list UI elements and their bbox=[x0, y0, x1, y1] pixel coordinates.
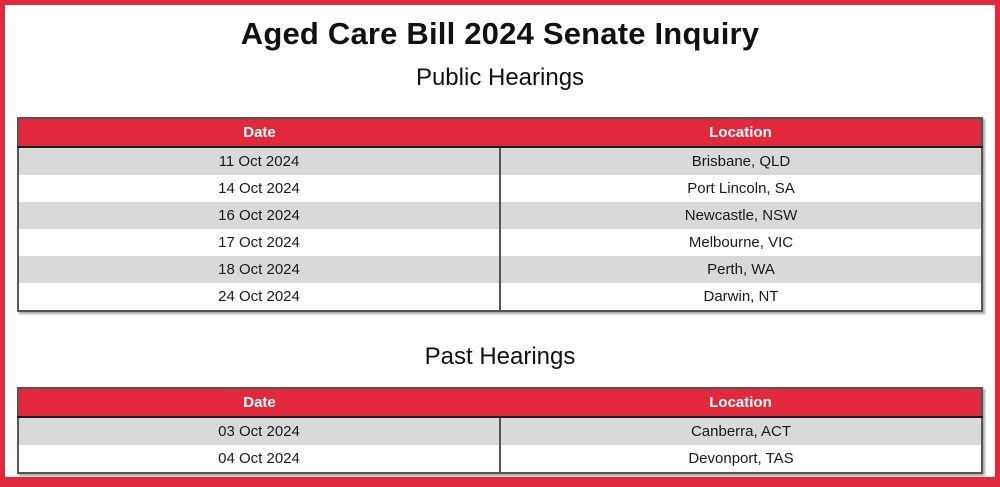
past-hearings-table: Date Location 03 Oct 2024 Canberra, ACT 04… bbox=[17, 387, 983, 474]
table-body: 11 Oct 2024 Brisbane, QLD 14 Oct 2024 Port … bbox=[18, 147, 982, 311]
table-row: 16 Oct 2024 Newcastle, NSW bbox=[18, 202, 982, 229]
table-cell: Darwin, NT bbox=[703, 288, 779, 305]
table-header: Date Location bbox=[18, 388, 982, 418]
table-cell: 18 Oct 2024 bbox=[18, 256, 501, 283]
table-cell: Brisbane, QLD bbox=[691, 153, 791, 170]
page-title: Aged Care Bill 2024 Senate Inquiry bbox=[240, 16, 760, 51]
table-row: 14 Oct 2024 Port Lincoln, SA bbox=[18, 175, 982, 202]
table-row: 18 Oct 2024 Perth, WA bbox=[18, 256, 982, 283]
table-cell: Melbourne, VIC bbox=[688, 234, 794, 251]
table-header-row: Date Location bbox=[18, 118, 982, 148]
section-heading-public-hearings: Public Hearings bbox=[415, 64, 585, 91]
table-body: 03 Oct 2024 Canberra, ACT 04 Oct 2024 Devon… bbox=[18, 417, 982, 473]
table-cell: 11 Oct 2024 bbox=[18, 147, 501, 175]
table-row: 03 Oct 2024 Canberra, ACT bbox=[18, 417, 982, 445]
table-cell: 24 Oct 2024 bbox=[18, 283, 501, 311]
table-row: 17 Oct 2024 Melbourne, VIC bbox=[18, 229, 982, 256]
table-cell: Newcastle, NSW bbox=[684, 207, 798, 224]
table-cell: Canberra, ACT bbox=[690, 423, 792, 440]
table-cell: 04 Oct 2024 bbox=[18, 445, 501, 473]
table-row: 11 Oct 2024 Brisbane, QLD bbox=[18, 147, 982, 175]
table-cell: Devonport, TAS bbox=[688, 450, 794, 467]
section-heading-past-hearings: Past Hearings bbox=[424, 343, 576, 370]
public-hearings-table: Date Location 11 Oct 2024 Brisbane, QLD 14… bbox=[17, 117, 983, 312]
table-cell: Perth, WA bbox=[707, 261, 775, 278]
column-header-date: Date bbox=[18, 388, 500, 418]
column-header-location: Location bbox=[500, 118, 982, 148]
table-header: Date Location bbox=[18, 118, 982, 148]
table-row: 24 Oct 2024 Darwin, NT bbox=[18, 283, 982, 311]
table-cell: 16 Oct 2024 bbox=[18, 202, 501, 229]
table-cell: 03 Oct 2024 bbox=[18, 417, 501, 445]
column-header-date: Date bbox=[18, 118, 500, 148]
table-cell: 17 Oct 2024 bbox=[18, 229, 501, 256]
table-row: 04 Oct 2024 Devonport, TAS bbox=[18, 445, 982, 473]
table-header-row: Date Location bbox=[18, 388, 982, 418]
column-header-location: Location bbox=[500, 388, 982, 418]
table-cell: 14 Oct 2024 bbox=[18, 175, 501, 202]
table-cell: Port Lincoln, SA bbox=[687, 180, 795, 197]
